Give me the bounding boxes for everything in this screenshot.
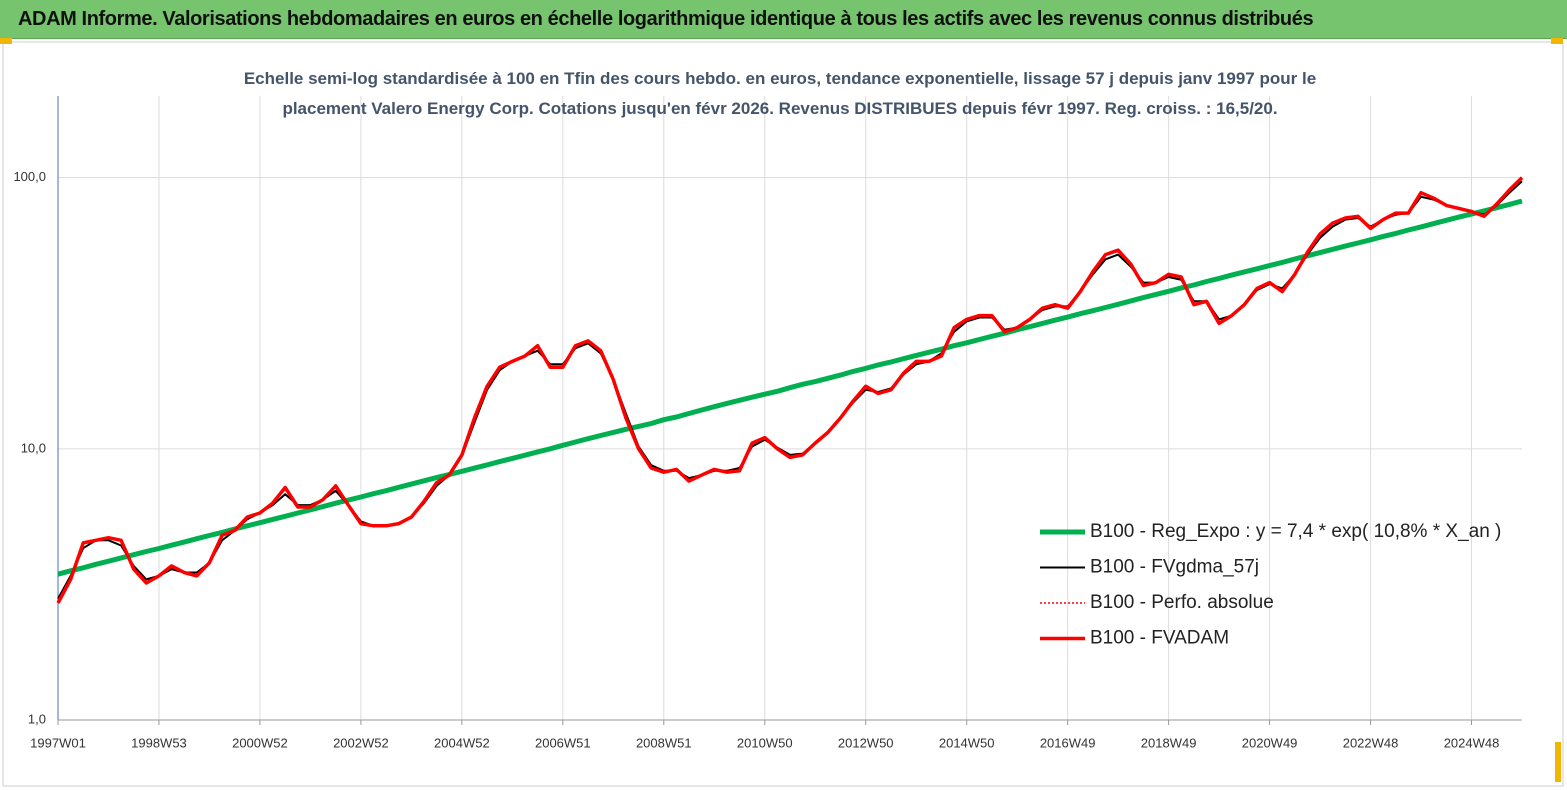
legend-label: B100 - Reg_Expo : y = 7,4 * exp( 10,8% *… [1090,521,1501,542]
x-tick-label: 2004W52 [434,735,490,750]
chart-border [2,41,1564,787]
y-tick-label: 10,0 [21,440,46,455]
corner [1555,742,1561,782]
x-tick-label: 2006W51 [535,735,591,750]
x-tick-label: 2020W49 [1242,735,1298,750]
x-tick-label: 1997W01 [30,735,86,750]
x-tick-label: 1998W53 [131,735,187,750]
corner [1551,38,1563,44]
x-tick-label: 2018W49 [1141,735,1197,750]
x-tick-label: 2016W49 [1040,735,1096,750]
x-tick-label: 2012W50 [838,735,894,750]
x-tick-label: 2002W52 [333,735,389,750]
x-tick-label: 2008W51 [636,735,692,750]
x-tick-label: 2000W52 [232,735,288,750]
chart-title: Echelle semi-log standardisée à 100 en T… [243,69,1317,118]
x-tick-label: 2024W48 [1444,735,1500,750]
corner [0,38,12,44]
header-title: ADAM Informe. Valorisations hebdomadaire… [18,8,1314,30]
header: ADAM Informe. Valorisations hebdomadaire… [0,0,1567,39]
x-tick-label: 2014W50 [939,735,995,750]
series-line [56,176,1524,604]
y-tick-label: 100,0 [13,169,46,184]
y-tick-label: 1,0 [28,711,46,726]
legend-label: B100 - FVgdma_57j [1090,557,1259,578]
x-tick-label: 2010W50 [737,735,793,750]
x-tick-label: 2022W48 [1343,735,1399,750]
legend-label: B100 - Perfo. absolue [1090,592,1274,613]
legend-label: B100 - FVADAM [1090,628,1229,649]
series-line [57,198,1523,577]
